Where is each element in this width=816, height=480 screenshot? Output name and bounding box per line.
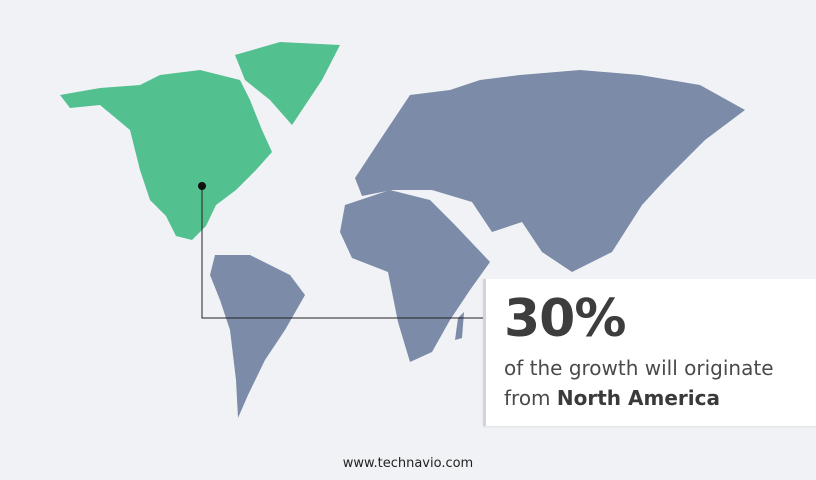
north-america xyxy=(60,42,340,240)
south-america xyxy=(210,255,305,418)
eurasia xyxy=(355,70,745,272)
callout-leader-line xyxy=(201,186,483,319)
region-name: North America xyxy=(556,386,720,410)
footer-url: www.technavio.com xyxy=(342,456,474,471)
from-text: from xyxy=(504,386,551,410)
callout-text: of the growth will originate xyxy=(504,356,774,380)
callout-card: 30% of the growth will originate from No… xyxy=(483,279,816,426)
greenland xyxy=(235,42,340,125)
growth-percentage: 30% xyxy=(504,289,626,349)
africa xyxy=(340,190,490,362)
callout-text-region: from North America xyxy=(504,386,720,410)
location-marker xyxy=(198,182,206,190)
madagascar xyxy=(455,312,464,340)
